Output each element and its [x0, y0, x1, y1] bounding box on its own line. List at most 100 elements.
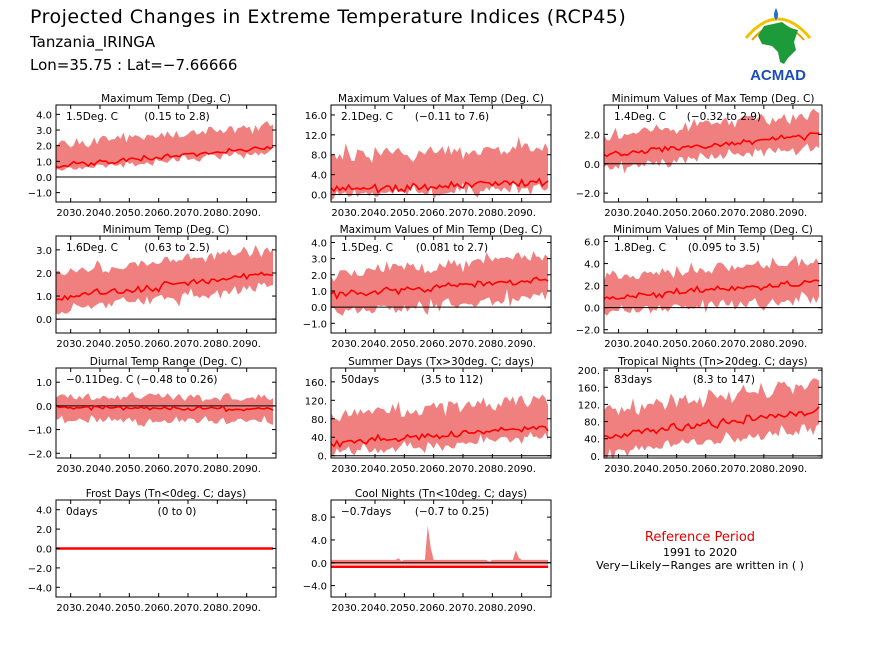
- plot-frame: [330, 104, 552, 203]
- x-tick-label: 2070.: [720, 339, 749, 350]
- uncertainty-band: [604, 378, 820, 458]
- x-tick-label: 2090.: [507, 339, 536, 350]
- panel-title: Diurnal Temp Range (Deg. C): [90, 356, 242, 368]
- x-tick-label: 2070.: [174, 603, 203, 614]
- x-tick-label: 2090.: [507, 603, 536, 614]
- plot-area: [331, 136, 551, 201]
- panel-title: Summer Days (Tx>30deg. C; days): [348, 356, 534, 368]
- x-tick-label: 2030.: [331, 464, 360, 475]
- y-tick-label: 0.0: [311, 191, 327, 202]
- x-tick-label: 2080.: [203, 208, 232, 219]
- x-tick-label: 2040.: [361, 603, 390, 614]
- x-tick-label: 2060.: [691, 464, 720, 475]
- x-tick-label: 2060.: [691, 339, 720, 350]
- panel-10: 4.0 2.0 0.0 −2.0 −4.0 2030. 2040. 2050. 2060. 207…: [28, 488, 277, 614]
- y-tick-label: 8.0: [311, 513, 327, 524]
- uncertainty-band: [331, 525, 549, 565]
- reference-title: Reference Period: [644, 530, 756, 545]
- uncertainty-band: [331, 136, 549, 201]
- x-tick-label: 2080.: [750, 208, 779, 219]
- y-tick-label: 4.0: [584, 260, 600, 271]
- x-tick-label: 2060.: [419, 464, 448, 475]
- series-line: [604, 279, 820, 300]
- y-tick-label: 8.0: [311, 151, 327, 162]
- x-tick-label: 2050.: [390, 339, 419, 350]
- region-label: Tanzania_IRINGA: [30, 33, 156, 51]
- uncertainty-band: [331, 251, 549, 316]
- plot-area: [56, 244, 276, 320]
- plot-frame: [330, 367, 552, 459]
- y-tick-label: 2.0: [311, 271, 327, 282]
- x-tick-label: 2040.: [633, 464, 662, 475]
- x-tick-label: 2070.: [449, 464, 478, 475]
- y-tick-label: −1.0: [28, 426, 52, 437]
- panel-title: Minimum Temp (Deg. C): [103, 224, 230, 236]
- x-tick-label: 2080.: [203, 339, 232, 350]
- x-tick-label: 2060.: [144, 464, 173, 475]
- y-tick-label: 40.: [311, 433, 327, 444]
- x-tick-label: 2090.: [779, 464, 808, 475]
- y-tick-label: 160.: [305, 378, 327, 389]
- x-tick-label: 2030.: [331, 339, 360, 350]
- x-tick-label: 2030.: [604, 208, 633, 219]
- y-tick-label: 0.0: [584, 304, 600, 315]
- uncertainty-band: [331, 394, 549, 456]
- panel-annotation: 1.6Deg. C: [66, 242, 118, 254]
- panel-annotation: 1.8Deg. C: [614, 242, 666, 254]
- logo-text: ACMAD: [750, 67, 806, 84]
- panel-range: (−0.48 to 0.26): [137, 374, 218, 386]
- panel-4: 3.0 2.0 1.0 0.0 2030. 2040. 2050. 2060. 2070. 208…: [36, 224, 277, 350]
- plot-area: [604, 108, 822, 174]
- x-tick-label: 2060.: [144, 603, 173, 614]
- plot-frame: [330, 235, 552, 334]
- x-tick-label: 2030.: [56, 208, 85, 219]
- y-tick-label: 3.0: [36, 246, 52, 257]
- y-tick-label: 0.0: [584, 160, 600, 171]
- x-tick-label: 2090.: [232, 603, 261, 614]
- panel-range: (0 to 0): [158, 506, 197, 518]
- uncertainty-band: [56, 120, 274, 171]
- x-tick-label: 2050.: [662, 208, 691, 219]
- series-line: [331, 177, 549, 194]
- y-tick-label: 0.: [317, 452, 327, 463]
- x-tick-label: 2090.: [232, 464, 261, 475]
- x-tick-label: 2040.: [361, 339, 390, 350]
- panel-range: (0.63 to 2.5): [144, 242, 210, 254]
- y-tick-label: 160.: [578, 383, 600, 394]
- x-tick-label: 2050.: [390, 208, 419, 219]
- series-line: [56, 404, 274, 413]
- africa-map-logo: ACMAD: [744, 8, 812, 84]
- water-drop-icon: [774, 8, 778, 20]
- plot-area: [331, 525, 551, 569]
- x-tick-label: 2050.: [390, 464, 419, 475]
- page-title: Projected Changes in Extreme Temperature…: [30, 6, 627, 28]
- y-tick-label: −4.0: [28, 583, 52, 594]
- x-tick-label: 2050.: [115, 464, 144, 475]
- x-tick-label: 2040.: [86, 339, 115, 350]
- x-tick-label: 2040.: [361, 464, 390, 475]
- x-tick-label: 2070.: [449, 208, 478, 219]
- uncertainty-band: [604, 255, 820, 316]
- panel-8: 160. 120. 80. 40. 0. 2030. 2040. 2050. 2060. 2070…: [305, 356, 552, 475]
- plot-frame: [330, 499, 552, 598]
- panel-title: Maximum Values of Min Temp (Deg. C): [340, 224, 543, 236]
- y-tick-label: −2.0: [576, 326, 600, 337]
- y-tick-label: 4.0: [311, 536, 327, 547]
- x-tick-label: 2080.: [203, 464, 232, 475]
- y-tick-label: 1.0: [36, 292, 52, 303]
- panel-2: 16.0 12.0 8.0 4.0 0.0 2030. 2040. 2050. 2060. 207…: [305, 93, 552, 219]
- y-tick-label: −2.0: [28, 564, 52, 575]
- y-tick-label: 4.0: [36, 506, 52, 517]
- plot-frame: [603, 104, 823, 203]
- x-tick-label: 2070.: [720, 464, 749, 475]
- x-tick-label: 2070.: [174, 339, 203, 350]
- panel-range: (0.081 to 2.7): [416, 242, 488, 254]
- uncertainty-band: [56, 244, 274, 315]
- y-tick-label: 3.0: [311, 255, 327, 266]
- y-tick-label: 0.0: [36, 402, 52, 413]
- x-tick-label: 2050.: [390, 603, 419, 614]
- x-tick-label: 2040.: [86, 208, 115, 219]
- y-tick-label: 2.0: [36, 525, 52, 536]
